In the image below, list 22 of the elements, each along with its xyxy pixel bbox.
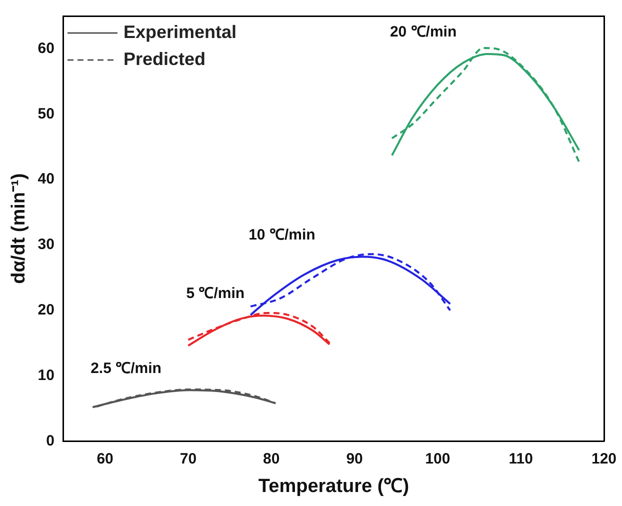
y-tick-label: 0	[46, 432, 54, 450]
y-axis-title: dα/dt (min⁻¹)	[8, 173, 30, 284]
annotation: 10 ℃/min	[248, 226, 316, 244]
x-tick-label: 60	[96, 450, 114, 468]
x-tick-label: 110	[508, 450, 533, 468]
x-tick-label: 80	[263, 450, 280, 468]
x-tick-label: 90	[346, 450, 363, 468]
annotation: 2.5 ℃/min	[90, 360, 162, 377]
legend-label: Predicted	[123, 48, 206, 69]
y-tick-label: 10	[38, 366, 54, 384]
y-tick-label: 40	[38, 170, 54, 188]
y-tick-label: 60	[38, 40, 54, 57]
x-axis-title: Temperature (℃)	[258, 476, 410, 497]
annotation: 20 ℃/min	[390, 24, 457, 41]
y-tick-label: 50	[38, 105, 54, 122]
y-tick-label: 20	[38, 302, 54, 319]
y-tick-label: 30	[38, 236, 54, 254]
x-tick-label: 120	[591, 450, 617, 468]
x-tick-label: 70	[180, 450, 197, 468]
annotation: 5 ℃/min	[186, 285, 245, 302]
x-tick-label: 100	[425, 450, 450, 468]
legend-label: Experimental	[123, 22, 237, 42]
